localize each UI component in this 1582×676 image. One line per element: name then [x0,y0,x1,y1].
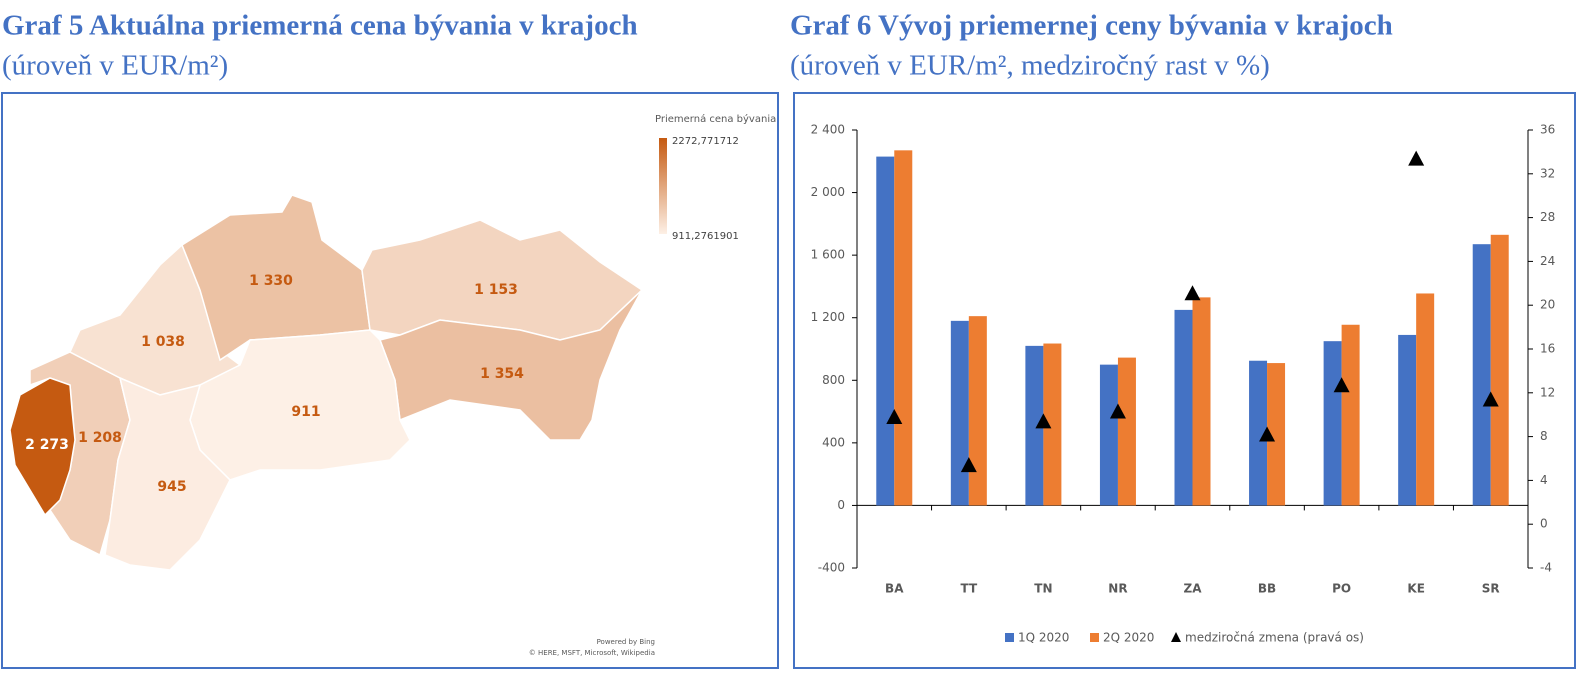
x-tick-label: TT [961,582,978,596]
legend-label: 1Q 2020 [1018,631,1069,645]
legend-swatch [1005,633,1014,642]
bar [894,150,913,506]
region-label: 2 273 [25,437,69,453]
legend-min: 911,2761901 [672,231,739,242]
y-tick-label: 800 [822,373,845,387]
bar [1025,345,1044,506]
region-label: 1 153 [474,282,518,298]
y-tick-label: 400 [822,435,845,449]
y2-tick-label: 32 [1540,166,1555,180]
y2-tick-label: 16 [1540,342,1555,356]
bar [950,320,969,506]
y2-tick-label: 0 [1540,517,1548,531]
marker [1333,377,1350,393]
legend-label: medziročná zmena (pravá os) [1185,631,1364,645]
x-tick-label: PO [1332,582,1351,596]
region-label: 1 208 [78,430,122,446]
bar [876,156,895,506]
bar [1099,364,1118,506]
y2-tick-label: 28 [1540,210,1555,224]
region-label: 945 [157,479,186,495]
legend-title: Priemerná cena bývania [655,113,776,125]
y2-tick-label: 8 [1540,429,1548,443]
y-tick-label: 1 200 [811,310,845,324]
y2-tick-label: -4 [1540,561,1552,575]
attribution: Powered by Bing [597,638,655,646]
region-label: 1 354 [480,366,524,382]
marker [1184,285,1201,301]
y2-tick-label: 36 [1540,123,1555,137]
marker [1408,150,1425,166]
bar [1323,341,1342,506]
marker [1035,413,1052,429]
bar [1267,363,1286,506]
chart-title: Graf 5 Aktuálna priemerná cena bývania v… [2,10,638,42]
marker [960,457,977,473]
legend-max: 2272,771712 [672,136,739,147]
y2-tick-label: 20 [1540,298,1555,312]
map-region [69,243,242,396]
region-label: 1 038 [141,334,185,350]
x-tick-label: TN [1034,582,1052,596]
y-tick-label: 2 000 [811,185,845,199]
map-region [104,376,231,571]
legend-label: 2Q 2020 [1103,631,1154,645]
x-tick-label: BA [885,582,904,596]
bar [1249,360,1268,506]
region-label: 911 [291,404,320,420]
x-tick-label: NR [1108,582,1127,596]
marker [1109,403,1126,419]
chart-subtitle: (úroveň v EUR/m²) [2,50,228,82]
y2-tick-label: 12 [1540,385,1555,399]
y-tick-label: 2 400 [811,123,845,137]
legend-scale [659,138,667,234]
marker [1482,391,1499,407]
bar [968,316,987,506]
map-region [379,289,643,441]
y-tick-label: 1 600 [811,248,845,262]
region-label: 1 330 [249,273,293,289]
panel-frame [793,92,1576,669]
x-tick-label: KE [1407,582,1425,596]
bar [1192,297,1211,506]
legend-swatch [1171,632,1181,642]
map-region [9,377,76,517]
y-tick-label: -400 [818,561,845,575]
y2-tick-label: 24 [1540,254,1555,268]
bar [1398,334,1417,506]
bar [1416,293,1435,506]
bar [1117,357,1136,506]
panel-frame [1,92,779,669]
x-tick-label: ZA [1184,582,1203,596]
marker [1259,426,1276,442]
marker [886,408,903,424]
chart-subtitle: (úroveň v EUR/m², medziročný rast v %) [790,50,1270,82]
y2-tick-label: 4 [1540,473,1548,487]
x-tick-label: SR [1482,582,1500,596]
bar [1472,244,1491,506]
attribution: © HERE, MSFT, Microsoft, Wikipedia [529,649,655,657]
bar [1490,234,1509,506]
bar [1341,324,1360,506]
map-region [361,219,644,341]
chart-title: Graf 6 Vývoj priemernej ceny bývania v k… [790,10,1393,42]
bar [1043,343,1062,506]
x-tick-label: BB [1258,582,1276,596]
legend-swatch [1090,633,1099,642]
y-tick-label: 0 [837,498,845,512]
bar [1174,309,1193,506]
